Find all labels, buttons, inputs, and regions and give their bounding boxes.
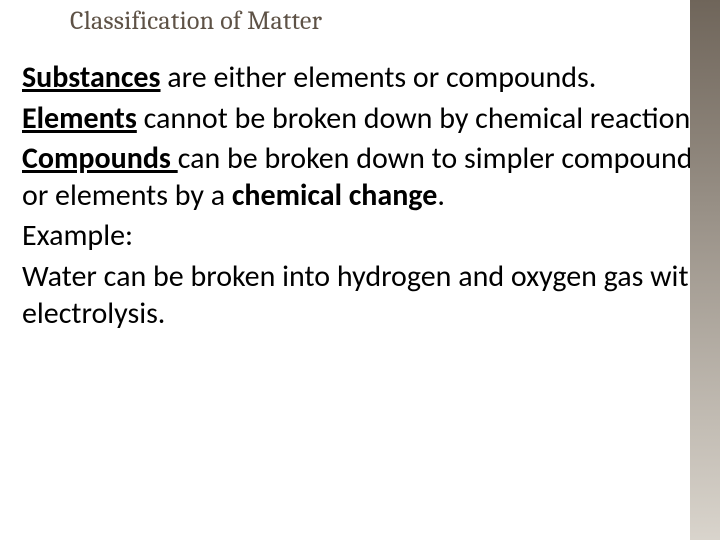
term-chemical-change: chemical change — [232, 177, 437, 214]
slide-body: Substances are either elements or compou… — [22, 60, 710, 336]
term-substances: Substances — [22, 59, 161, 96]
slide-title: Classification of Matter — [70, 6, 322, 36]
text-run: . — [437, 177, 445, 214]
term-compounds: Compounds — [22, 140, 178, 177]
text-run: cannot be broken down by chemical reacti… — [137, 100, 710, 137]
paragraph-elements: Elements cannot be broken down by chemic… — [22, 101, 710, 138]
text-run: are either elements or compounds. — [161, 59, 597, 96]
slide: Classification of Matter Substances are … — [0, 0, 720, 540]
text-run: Example: — [22, 217, 133, 254]
paragraph-example-label: Example: — [22, 218, 710, 255]
right-gradient-bar — [690, 0, 720, 540]
paragraph-substances: Substances are either elements or compou… — [22, 60, 710, 97]
paragraph-compounds: Compounds can be broken down to simpler … — [22, 141, 710, 214]
paragraph-example-body: Water can be broken into hydrogen and ox… — [22, 259, 710, 332]
text-run: Water can be broken into hydrogen and ox… — [22, 258, 704, 332]
term-elements: Elements — [22, 100, 137, 137]
